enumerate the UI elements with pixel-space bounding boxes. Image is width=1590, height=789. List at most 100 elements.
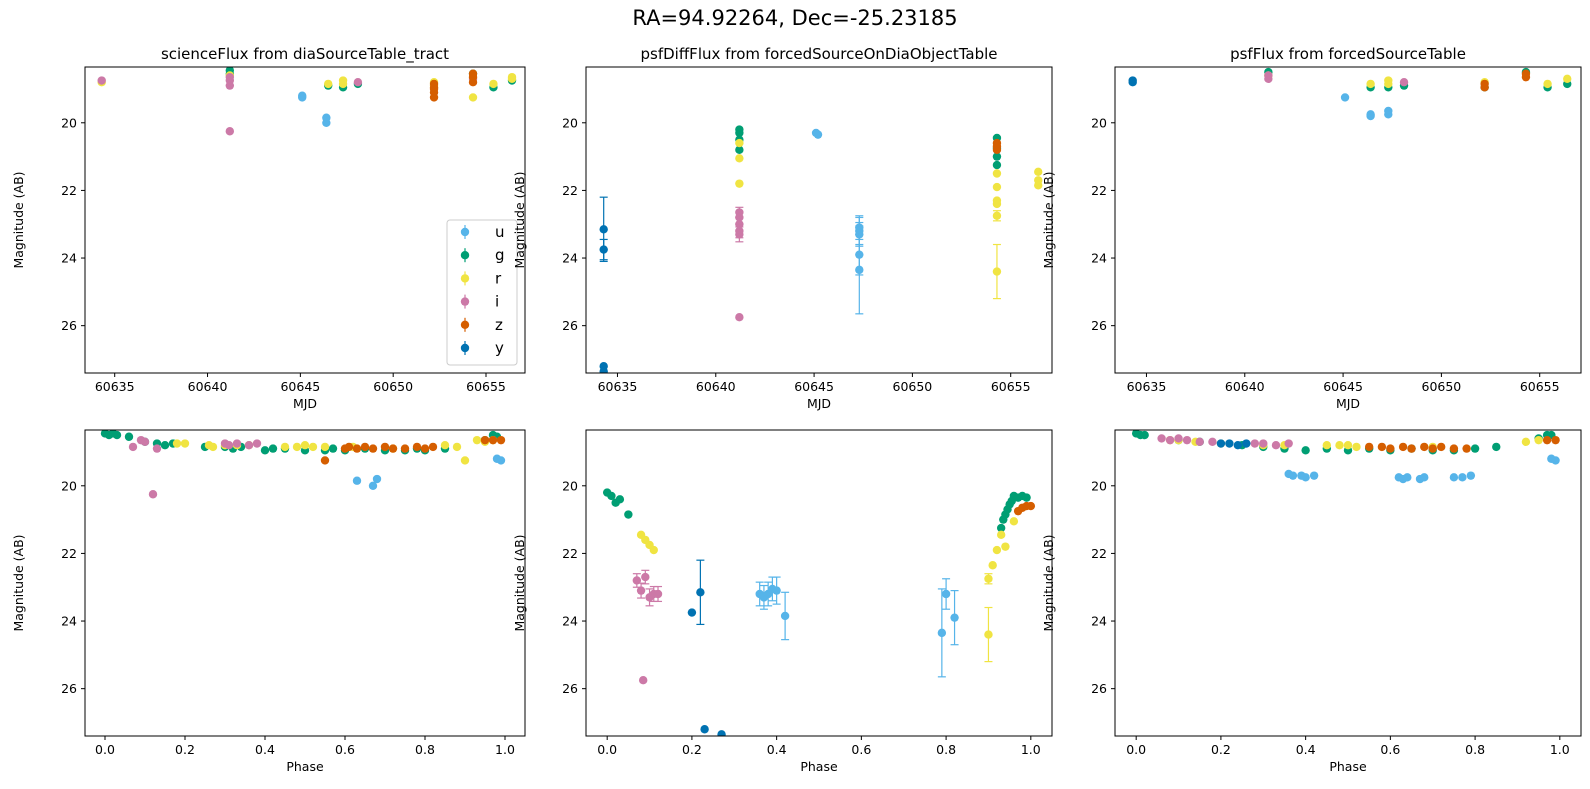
legend-label: g — [495, 246, 505, 264]
chart-panel-5: 0.0 0.2 0.4 0.6 0.8 1.0 20 22 24 26 Phase Magnitude… — [512, 429, 1053, 774]
data-point-r — [1009, 517, 1019, 526]
data-point-r — [992, 199, 1002, 209]
data-point-r — [992, 267, 1002, 276]
y-tick-label: 26 — [61, 318, 77, 333]
data-point-z — [368, 444, 378, 453]
x-axis-label: MJD — [1336, 396, 1360, 411]
y-tick-label: 24 — [562, 251, 578, 266]
legend-marker-i — [460, 297, 470, 306]
data-point-z — [1420, 442, 1429, 452]
plot-frame — [1114, 66, 1582, 374]
data-point-u — [950, 613, 959, 622]
data-point-z — [428, 442, 438, 452]
data-point-i — [735, 313, 744, 322]
data-point-i — [148, 490, 158, 499]
chart-panel-6: 0.0 0.2 0.4 0.6 0.8 1.0 20 22 24 26 Phase Magnitude… — [1041, 429, 1582, 774]
data-point-y — [599, 367, 608, 373]
data-point-r — [1384, 79, 1393, 89]
data-point-i — [1195, 437, 1204, 447]
data-point-r — [489, 79, 498, 89]
panel-title: psfDiffFlux from forcedSourceOnDiaObject… — [641, 45, 998, 63]
data-layer — [1128, 67, 1572, 121]
data-point-r — [992, 169, 1002, 178]
data-point-u — [1551, 456, 1560, 465]
data-point-y — [696, 588, 705, 597]
data-point-z — [412, 442, 422, 452]
data-point-y — [599, 245, 608, 254]
data-point-z — [360, 442, 370, 452]
data-point-g — [1140, 430, 1149, 440]
data-point-r — [1322, 441, 1332, 450]
y-axis-label: Magnitude (AB) — [1041, 171, 1056, 268]
data-point-r — [1034, 167, 1043, 177]
data-point-z — [380, 442, 390, 452]
data-point-z — [1377, 442, 1387, 452]
data-point-i — [735, 230, 744, 239]
y-axis-label: Magnitude (AB) — [512, 534, 527, 631]
plot-frame — [84, 66, 526, 374]
y-tick-label: 26 — [1091, 318, 1107, 333]
x-tick-label: 60655 — [466, 379, 506, 394]
data-point-z — [1398, 442, 1408, 452]
data-point-r — [338, 79, 348, 89]
data-point-y — [1128, 78, 1137, 87]
data-point-r — [308, 442, 318, 452]
data-point-g — [607, 491, 616, 501]
y-tick-label: 24 — [61, 614, 77, 629]
x-tick-label: 60640 — [188, 379, 228, 394]
data-point-r — [988, 561, 997, 570]
x-axis-label: Phase — [1329, 759, 1367, 774]
x-tick-label: 0.0 — [95, 742, 115, 757]
data-point-z — [488, 435, 498, 445]
legend-marker-u — [460, 227, 470, 237]
data-point-r — [292, 442, 302, 452]
data-point-u — [941, 589, 951, 599]
legend-label: u — [495, 223, 505, 241]
plot-frame — [84, 429, 526, 737]
data-point-z — [320, 456, 330, 465]
data-point-z — [1437, 442, 1446, 452]
data-point-i — [252, 439, 262, 448]
data-point-r — [452, 442, 462, 452]
plot-frame — [1114, 429, 1582, 737]
y-tick-label: 24 — [562, 614, 578, 629]
legend-label: i — [495, 293, 499, 311]
data-point-r — [507, 74, 517, 84]
data-point-i — [641, 572, 650, 582]
y-tick-label: 24 — [61, 251, 77, 266]
data-point-g — [1492, 442, 1501, 452]
x-tick-label: 0.2 — [1211, 742, 1231, 757]
data-point-u — [855, 265, 864, 275]
legend-marker-y — [460, 343, 470, 353]
data-point-g — [735, 145, 744, 155]
data-point-u — [780, 611, 790, 621]
chart-panel-4: 0.0 0.2 0.4 0.6 0.8 1.0 20 22 24 26 Phase Magnitude… — [11, 429, 526, 774]
data-point-i — [225, 81, 235, 90]
data-point-i — [636, 586, 646, 595]
data-point-u — [1309, 471, 1319, 480]
data-point-z — [1386, 444, 1395, 453]
data-point-r — [992, 211, 1002, 220]
x-tick-label: 60650 — [893, 379, 933, 394]
data-point-u — [1288, 471, 1298, 480]
legend-marker-r — [460, 274, 470, 283]
x-tick-label: 60635 — [598, 379, 638, 394]
x-tick-label: 1.0 — [1021, 742, 1041, 757]
data-point-r — [1563, 74, 1572, 84]
data-point-u — [352, 476, 362, 485]
legend-label: z — [495, 316, 503, 334]
chart-panel-1: 60635 60640 60645 60650 60655 20 22 24 26 MJD Magn… — [11, 45, 526, 411]
data-point-y — [717, 730, 726, 736]
data-point-y — [1233, 441, 1243, 450]
data-point-r — [992, 545, 1002, 555]
x-tick-label: 0.8 — [1465, 742, 1485, 757]
data-point-i — [225, 127, 235, 136]
panel-title: scienceFlux from diaSourceTable_tract — [161, 45, 449, 64]
data-point-u — [1366, 111, 1375, 121]
data-point-r — [472, 435, 482, 445]
x-tick-label: 1.0 — [495, 742, 515, 757]
data-point-g — [1301, 446, 1310, 455]
data-point-r — [180, 439, 190, 448]
y-tick-label: 26 — [562, 318, 578, 333]
data-point-z — [1542, 435, 1552, 445]
